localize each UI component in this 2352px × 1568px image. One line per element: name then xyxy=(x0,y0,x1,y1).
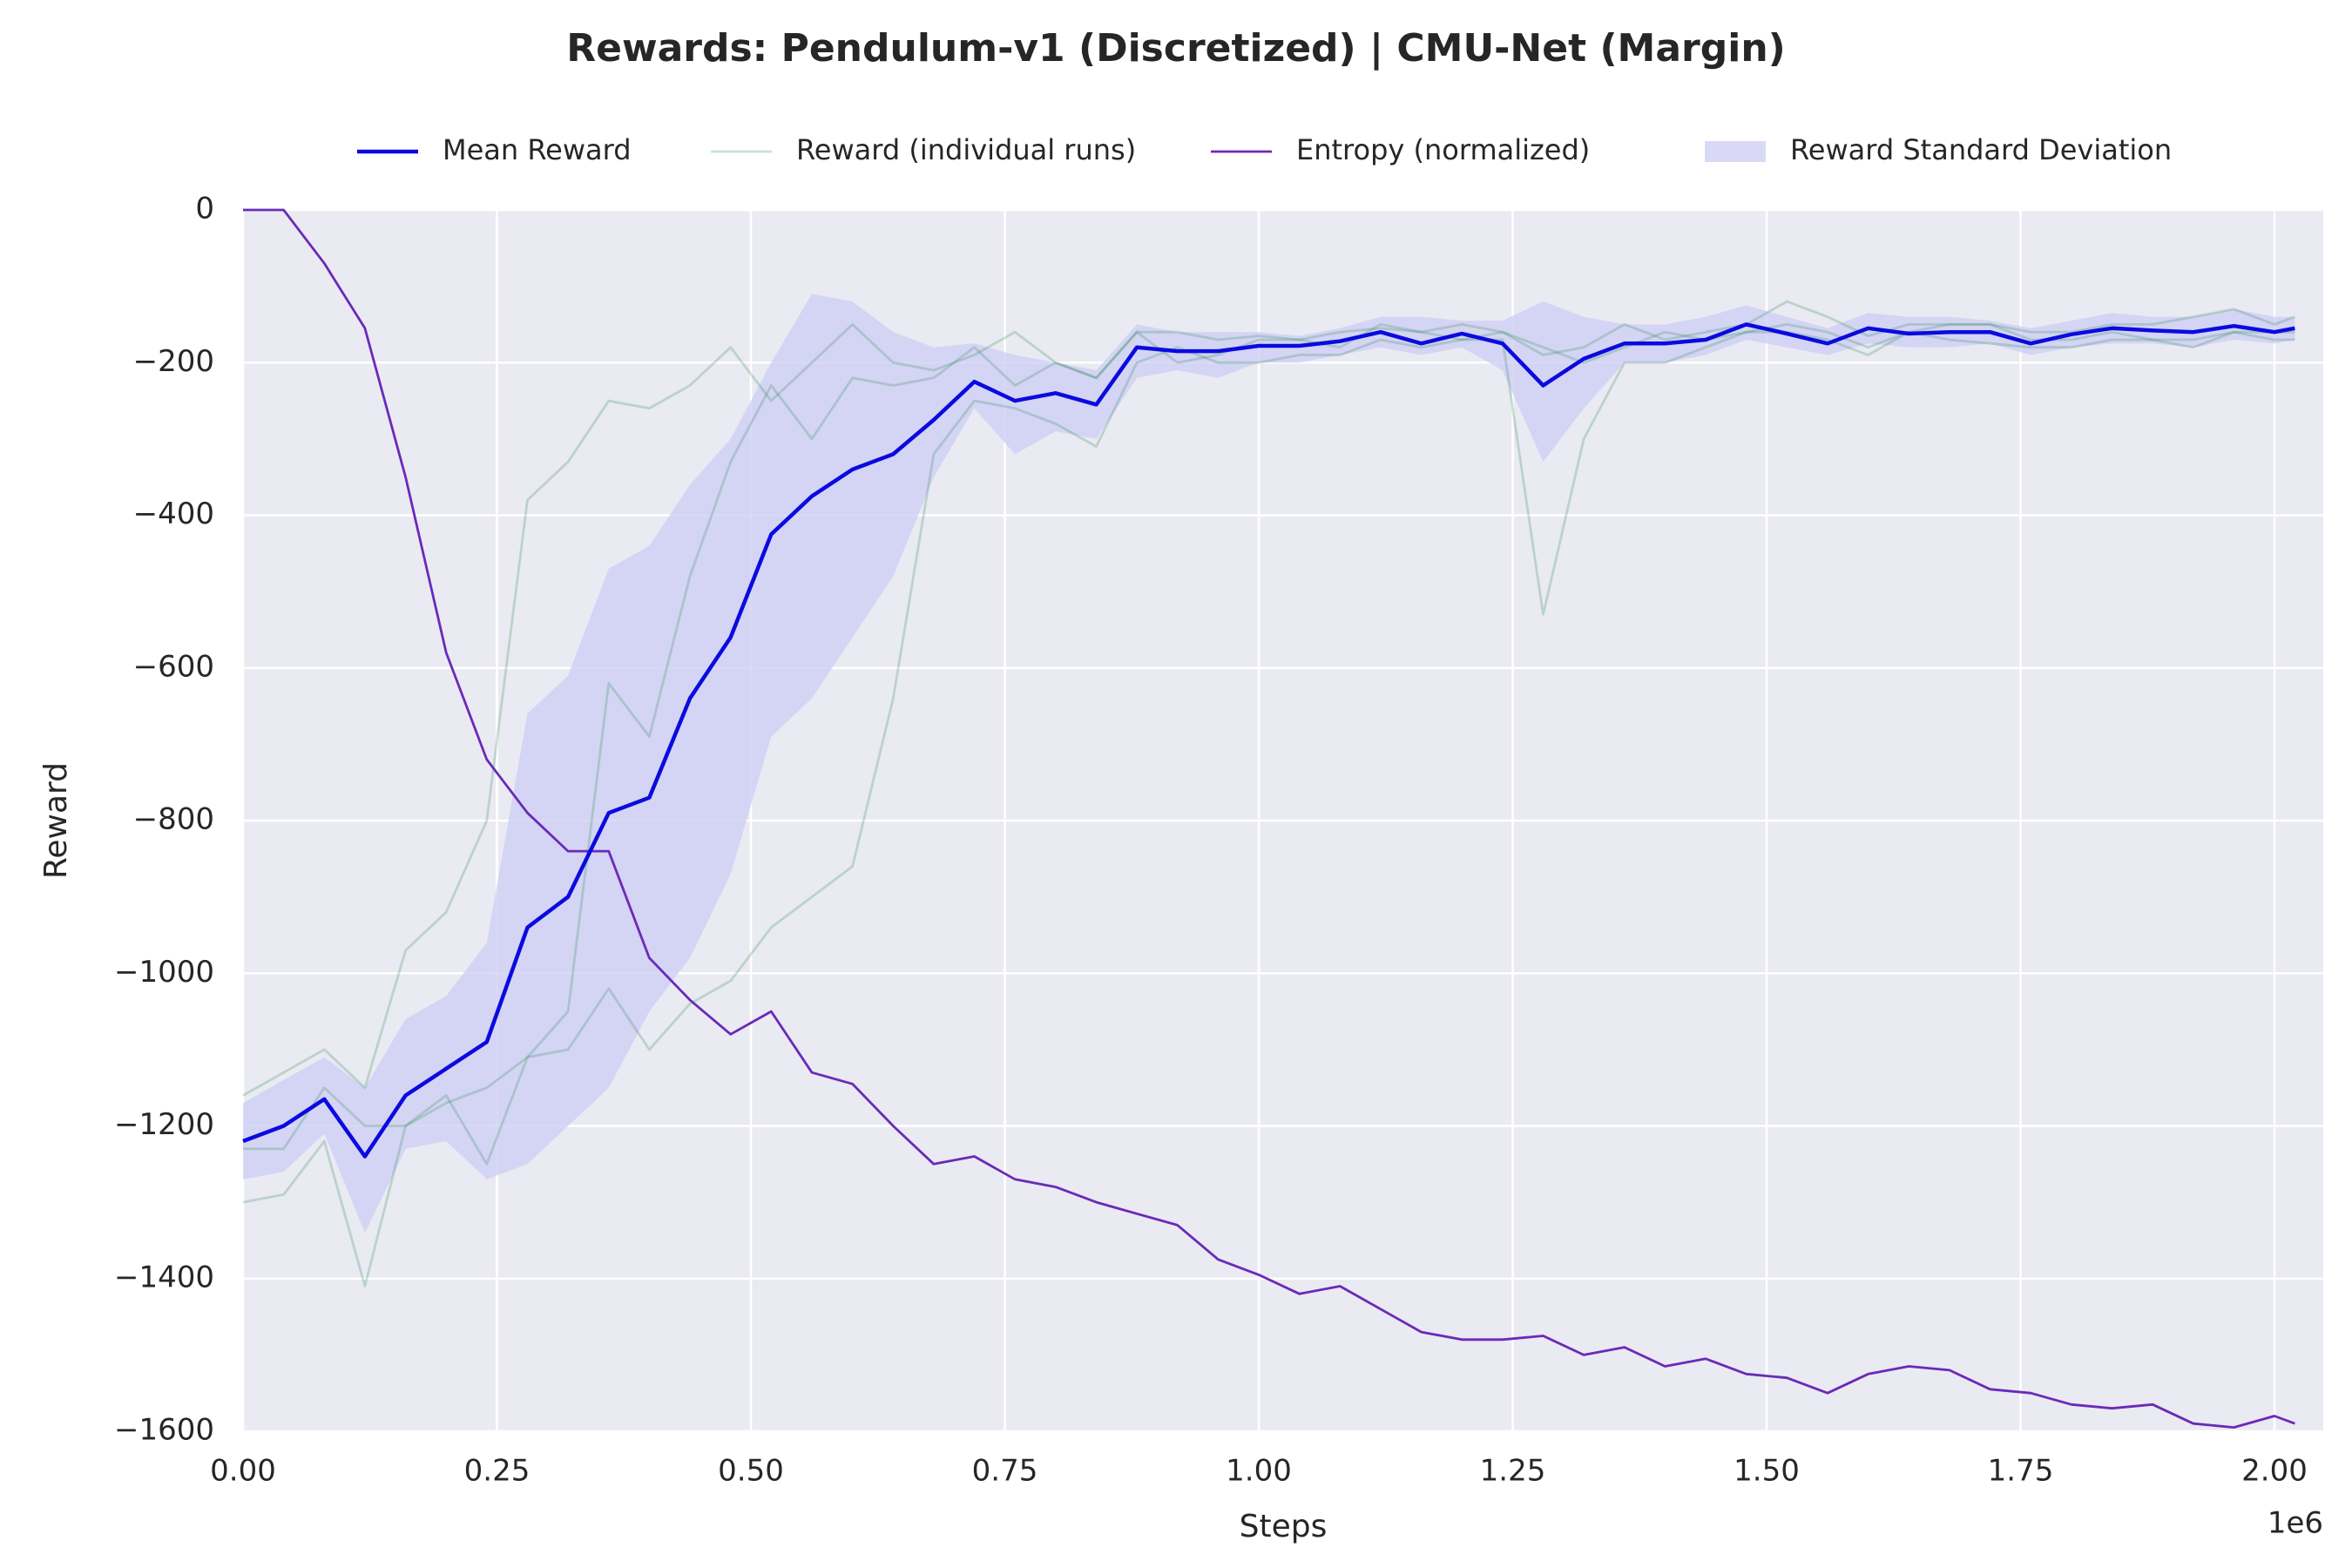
y-tick-label: −800 xyxy=(133,802,214,837)
x-axis-label: Steps xyxy=(1240,1509,1328,1544)
run-line xyxy=(242,330,2295,1288)
legend-label: Mean Reward xyxy=(443,133,632,166)
x-tick-label: 0.25 xyxy=(464,1454,531,1489)
x-tick-label: 1.75 xyxy=(1988,1454,2054,1489)
legend-swatch xyxy=(1705,141,1766,162)
run-line xyxy=(242,300,2295,1097)
chart-title: Rewards: Pendulum-v1 (Discretized) | CMU… xyxy=(566,26,1786,71)
std-band xyxy=(243,294,2295,1233)
legend-label: Reward Standard Deviation xyxy=(1790,133,2172,166)
x-tick-label: 0.00 xyxy=(210,1454,276,1489)
x-tick-label: 0.50 xyxy=(718,1454,784,1489)
legend-label: Reward (individual runs) xyxy=(796,133,1136,166)
y-axis-label: Reward xyxy=(38,762,74,879)
y-tick-label: −1000 xyxy=(114,955,214,990)
x-tick-label: 2.00 xyxy=(2241,1454,2308,1489)
x-tick-label: 1.50 xyxy=(1734,1454,1800,1489)
run-line xyxy=(243,323,2295,1151)
y-tick-label: −200 xyxy=(133,344,214,379)
x-offset-label: 1e6 xyxy=(2268,1506,2323,1541)
y-tick-label: 0 xyxy=(195,192,214,226)
y-tick-label: −400 xyxy=(133,497,214,531)
y-tick-label: −600 xyxy=(133,649,214,684)
y-tick-label: −1600 xyxy=(114,1413,214,1448)
mean-line xyxy=(242,322,2295,1159)
x-tick-label: 1.25 xyxy=(1480,1454,1546,1489)
x-tick-label: 1.00 xyxy=(1226,1454,1292,1489)
y-tick-label: −1400 xyxy=(114,1260,214,1294)
legend-label: Entropy (normalized) xyxy=(1296,133,1590,166)
x-tick-label: 0.75 xyxy=(972,1454,1038,1489)
y-tick-label: −1200 xyxy=(114,1107,214,1142)
